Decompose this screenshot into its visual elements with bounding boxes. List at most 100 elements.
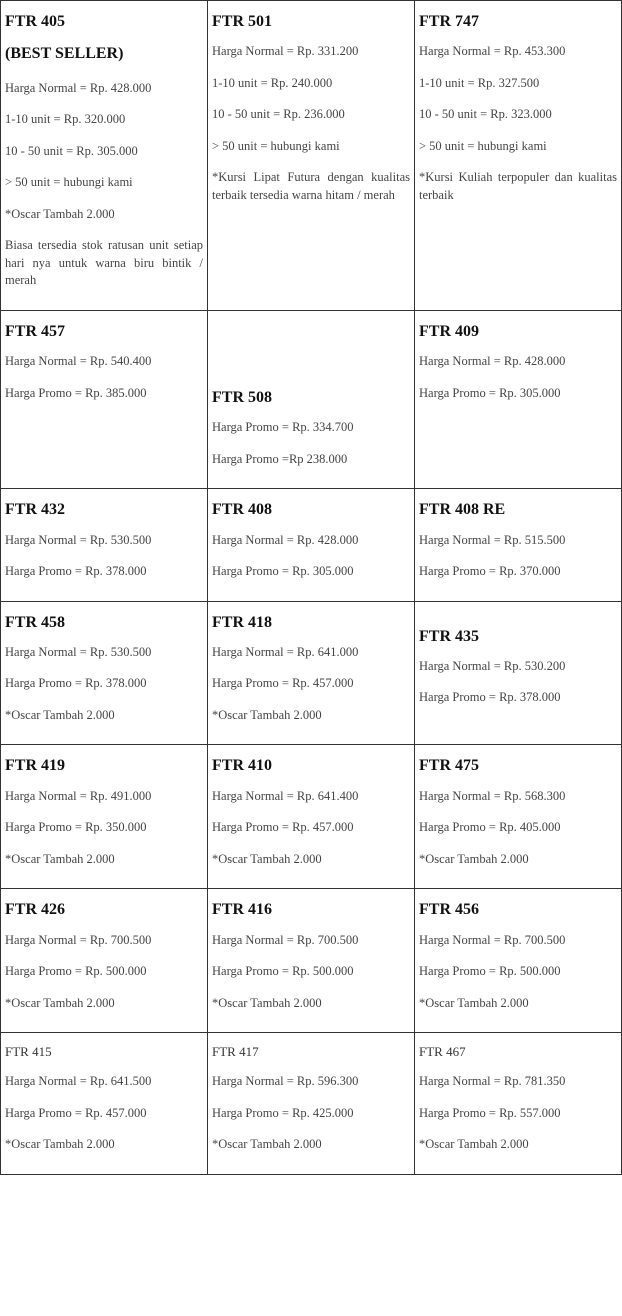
price-line: Harga Promo = Rp. 370.000 xyxy=(419,563,617,581)
price-line: *Oscar Tambah 2.000 xyxy=(419,851,617,869)
price-line: 10 - 50 unit = Rp. 305.000 xyxy=(5,143,203,161)
price-cell: FTR 432Harga Normal = Rp. 530.500Harga P… xyxy=(1,489,208,601)
price-line: 10 - 50 unit = Rp. 236.000 xyxy=(212,106,410,124)
price-cell: FTR 408Harga Normal = Rp. 428.000Harga P… xyxy=(208,489,415,601)
price-line: *Oscar Tambah 2.000 xyxy=(212,851,410,869)
price-line: 1-10 unit = Rp. 327.500 xyxy=(419,75,617,93)
price-line: Harga Promo = Rp. 557.000 xyxy=(419,1105,617,1123)
price-line: Harga Promo = Rp. 457.000 xyxy=(212,819,410,837)
price-line: Harga Normal = Rp. 781.350 xyxy=(419,1073,617,1091)
price-line: Harga Promo = Rp. 500.000 xyxy=(5,963,203,981)
price-line: Harga Normal = Rp. 641.500 xyxy=(5,1073,203,1091)
price-line: Harga Promo = Rp. 457.000 xyxy=(212,675,410,693)
price-line: Harga Normal = Rp. 530.500 xyxy=(5,644,203,662)
price-line: *Oscar Tambah 2.000 xyxy=(419,995,617,1013)
price-cell: FTR 410 Harga Normal = Rp. 641.400 Harga P… xyxy=(208,745,415,889)
table-row: FTR 415 Harga Normal = Rp. 641.500 Harga P… xyxy=(1,1033,622,1175)
price-cell: FTR 501 Harga Normal = Rp. 331.200 1-10 un… xyxy=(208,1,415,311)
price-cell: FTR 508 Harga Promo = Rp. 334.700 Harga Pr… xyxy=(208,310,415,488)
product-title: FTR 475 xyxy=(419,755,617,777)
price-line: *Oscar Tambah 2.000 xyxy=(212,707,410,725)
price-cell: FTR 467 Harga Normal = Rp. 781.350 Harga P… xyxy=(415,1033,622,1175)
product-title: FTR 419 xyxy=(5,755,203,777)
price-line: Harga Promo = Rp. 385.000 xyxy=(5,385,203,403)
product-title: FTR 501 xyxy=(212,11,410,33)
price-line: *Oscar Tambah 2.000 xyxy=(5,206,203,224)
price-line: Harga Normal = Rp. 331.200 xyxy=(212,43,410,61)
price-cell: FTR 418 Harga Normal = Rp. 641.000 Harga P… xyxy=(208,601,415,745)
product-subtitle: (BEST SELLER) xyxy=(5,43,203,65)
price-line: Harga Promo = Rp. 500.000 xyxy=(419,963,617,981)
product-title: FTR 457 xyxy=(5,321,203,343)
price-table: FTR 405(BEST SELLER)Harga Normal = Rp. 4… xyxy=(0,0,622,1175)
price-line: *Oscar Tambah 2.000 xyxy=(5,707,203,725)
price-line: Harga Promo = Rp. 425.000 xyxy=(212,1105,410,1123)
price-line: Harga Normal = Rp. 428.000 xyxy=(5,80,203,98)
product-title: FTR 409 xyxy=(419,321,617,343)
price-line: Harga Promo = Rp. 378.000 xyxy=(5,675,203,693)
price-line: *Oscar Tambah 2.000 xyxy=(5,995,203,1013)
price-cell: FTR 415 Harga Normal = Rp. 641.500 Harga P… xyxy=(1,1033,208,1175)
product-note: Biasa tersedia stok ratusan unit setiap … xyxy=(5,237,203,290)
price-cell: FTR 475Harga Normal = Rp. 568.300Harga P… xyxy=(415,745,622,889)
price-line: 1-10 unit = Rp. 320.000 xyxy=(5,111,203,129)
price-line: Harga Normal = Rp. 641.000 xyxy=(212,644,410,662)
price-line: > 50 unit = hubungi kami xyxy=(212,138,410,156)
price-line: 1-10 unit = Rp. 240.000 xyxy=(212,75,410,93)
price-line: *Oscar Tambah 2.000 xyxy=(5,1136,203,1154)
product-title: FTR 416 xyxy=(212,899,410,921)
product-title: FTR 747 xyxy=(419,11,617,33)
price-cell: FTR 409 Harga Normal = Rp. 428.000 Harga P… xyxy=(415,310,622,488)
price-line: Harga Normal = Rp. 596.300 xyxy=(212,1073,410,1091)
price-cell: FTR 426Harga Normal = Rp. 700.500Harga P… xyxy=(1,889,208,1033)
product-note: *Kursi Kuliah terpopuler dan kualitas te… xyxy=(419,169,617,204)
product-title: FTR 426 xyxy=(5,899,203,921)
price-line: Harga Promo = Rp. 334.700 xyxy=(212,419,410,437)
product-title: FTR 467 xyxy=(419,1043,617,1061)
price-cell: FTR 419 Harga Normal = Rp. 491.000 Harga P… xyxy=(1,745,208,889)
price-line: Harga Normal = Rp. 453.300 xyxy=(419,43,617,61)
price-line: Harga Normal = Rp. 428.000 xyxy=(419,353,617,371)
price-line: Harga Normal = Rp. 530.200 xyxy=(419,658,617,676)
price-line: Harga Promo = Rp. 457.000 xyxy=(5,1105,203,1123)
price-cell: FTR 417 Harga Normal = Rp. 596.300 Harga P… xyxy=(208,1033,415,1175)
price-line: *Oscar Tambah 2.000 xyxy=(212,995,410,1013)
product-title: FTR 410 xyxy=(212,755,410,777)
price-line: *Oscar Tambah 2.000 xyxy=(5,851,203,869)
price-line: Harga Normal = Rp. 540.400 xyxy=(5,353,203,371)
product-title: FTR 417 xyxy=(212,1043,410,1061)
table-row: FTR 457 Harga Normal = Rp. 540.400 Harga P… xyxy=(1,310,622,488)
price-line: Harga Normal = Rp. 428.000 xyxy=(212,532,410,550)
product-title: FTR 408 RE xyxy=(419,499,617,521)
table-row: FTR 419 Harga Normal = Rp. 491.000 Harga P… xyxy=(1,745,622,889)
price-line: Harga Promo = Rp. 305.000 xyxy=(212,563,410,581)
price-line: Harga Normal = Rp. 515.500 xyxy=(419,532,617,550)
product-title: FTR 418 xyxy=(212,612,410,634)
price-line: *Oscar Tambah 2.000 xyxy=(419,1136,617,1154)
price-line: Harga Promo = Rp. 405.000 xyxy=(419,819,617,837)
product-note: *Kursi Lipat Futura dengan kualitas terb… xyxy=(212,169,410,204)
price-line: > 50 unit = hubungi kami xyxy=(5,174,203,192)
price-line: 10 - 50 unit = Rp. 323.000 xyxy=(419,106,617,124)
price-line: > 50 unit = hubungi kami xyxy=(419,138,617,156)
product-title: FTR 415 xyxy=(5,1043,203,1061)
price-line: Harga Promo = Rp. 378.000 xyxy=(5,563,203,581)
price-cell: FTR 456Harga Normal = Rp. 700.500Harga P… xyxy=(415,889,622,1033)
price-line: Harga Normal = Rp. 700.500 xyxy=(419,932,617,950)
price-line: Harga Normal = Rp. 491.000 xyxy=(5,788,203,806)
price-line: Harga Promo = Rp. 350.000 xyxy=(5,819,203,837)
price-line: Harga Promo = Rp. 378.000 xyxy=(419,689,617,707)
product-title: FTR 508 xyxy=(212,387,410,409)
price-cell: FTR 416 Harga Normal = Rp. 700.500 Harga P… xyxy=(208,889,415,1033)
product-title: FTR 458 xyxy=(5,612,203,634)
price-line: Harga Promo = Rp. 305.000 xyxy=(419,385,617,403)
price-line: Harga Promo = Rp. 500.000 xyxy=(212,963,410,981)
price-cell: FTR 747 Harga Normal = Rp. 453.300 1-10 un… xyxy=(415,1,622,311)
price-line: Harga Normal = Rp. 700.500 xyxy=(212,932,410,950)
price-line: Harga Normal = Rp. 641.400 xyxy=(212,788,410,806)
price-cell: FTR 458 Harga Normal = Rp. 530.500 Harga P… xyxy=(1,601,208,745)
price-line: Harga Promo =Rp 238.000 xyxy=(212,451,410,469)
price-line: Harga Normal = Rp. 530.500 xyxy=(5,532,203,550)
table-row: FTR 426 Harga Normal = Rp. 700.500 Harga P… xyxy=(1,889,622,1033)
price-line: *Oscar Tambah 2.000 xyxy=(212,1136,410,1154)
